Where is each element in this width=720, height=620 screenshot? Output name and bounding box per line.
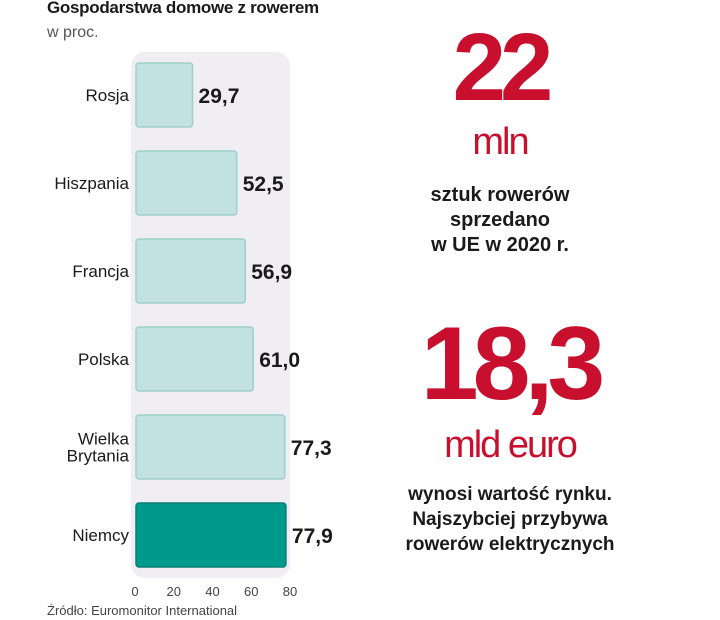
value-label: 56,9: [251, 261, 292, 284]
x-tick-label: 60: [244, 584, 258, 599]
category-label: Rosja: [86, 86, 130, 105]
plot-background: [131, 52, 290, 578]
x-tick-label: 20: [167, 584, 181, 599]
bar-chart: Rosja 29,7 Hiszpania 52,5 Francja 56,9 Polska 6…: [54, 52, 333, 599]
value-label: 77,3: [291, 437, 332, 460]
stat-market-value: 18,3: [420, 306, 605, 422]
category-label: Wielka Brytania: [67, 430, 130, 466]
bar: [135, 502, 287, 568]
stat-market-value-unit: mld euro: [444, 424, 578, 466]
category-label: Niemcy: [72, 526, 129, 545]
chart-subtitle: w proc.: [47, 24, 99, 41]
value-label: 77,9: [292, 525, 333, 548]
bar: [135, 326, 254, 392]
chart-title: Gospodarstwa domowe z rowerem: [47, 0, 319, 17]
bar: [135, 150, 238, 216]
value-label: 61,0: [259, 349, 300, 372]
category-label: Hiszpania: [54, 174, 129, 193]
value-label: 52,5: [243, 173, 284, 196]
bar: [135, 238, 246, 304]
category-label: Polska: [78, 350, 130, 369]
source-note: Źródło: Euromonitor International: [47, 603, 238, 618]
stat-bikes-sold-description: sztuk rowerów sprzedano w UE w 2020 r.: [430, 184, 570, 256]
x-tick-label: 80: [283, 584, 297, 599]
bar: [135, 62, 194, 128]
bar: [135, 414, 286, 480]
stat-market-value-description: wynosi wartość rynku. Najszybciej przyby…: [405, 484, 615, 555]
category-label: Francja: [72, 262, 129, 281]
stat-bikes-sold-value: 22: [452, 14, 554, 121]
x-tick-label: 0: [131, 584, 138, 599]
stat-bikes-sold-unit: mln: [472, 121, 529, 163]
x-tick-label: 40: [205, 584, 219, 599]
value-label: 29,7: [199, 85, 240, 108]
